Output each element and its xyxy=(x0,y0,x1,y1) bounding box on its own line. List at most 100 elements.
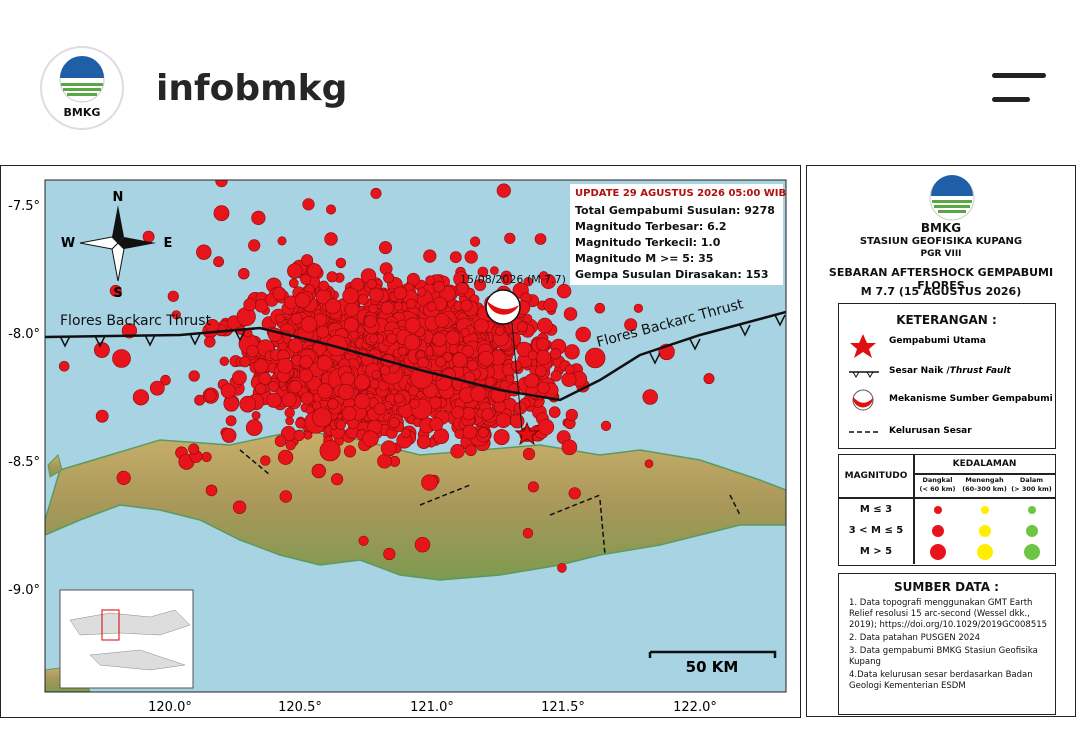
aftershock-dot xyxy=(343,445,357,458)
aftershock-dot xyxy=(516,321,528,333)
aftershock-dot xyxy=(362,430,379,447)
info-line: Gempa Susulan Dirasakan: 153 xyxy=(575,268,769,281)
aftershock-dot xyxy=(493,429,510,446)
aftershock-dot xyxy=(408,385,419,396)
info-line: Magnitudo Terbesar: 6.2 xyxy=(575,220,727,233)
aftershock-dot xyxy=(112,349,131,368)
aftershock-dot xyxy=(584,347,606,369)
lon-label: 121.5° xyxy=(541,700,585,715)
aftershock-dot xyxy=(58,361,70,372)
menu-button[interactable] xyxy=(990,73,1046,103)
aftershock-dot xyxy=(260,455,271,466)
aftershock-dot xyxy=(357,293,369,305)
info-line: Magnitudo Terkecil: 1.0 xyxy=(575,236,721,249)
aftershock-dot xyxy=(416,435,431,449)
station: STASIUN GEOFISIKA KUPANG xyxy=(859,236,1023,247)
profile-avatar[interactable]: BMKG xyxy=(40,46,124,130)
aftershock-dot xyxy=(481,408,494,421)
aftershock-dot xyxy=(535,349,552,365)
aftershock-dot xyxy=(239,395,256,413)
aftershock-dot xyxy=(94,342,110,358)
aftershock-dot xyxy=(243,298,257,312)
legend-mechanism: Mekanisme Sumber Gempabumi xyxy=(889,394,1053,404)
depth-symbol xyxy=(976,544,993,560)
aftershock-dot xyxy=(319,440,341,462)
scale-bar xyxy=(648,650,777,658)
aftershock-dot xyxy=(171,310,181,320)
legend-title: KETERANGAN : xyxy=(896,313,997,327)
aftershock-dot xyxy=(205,484,218,497)
aftershock-dot xyxy=(505,374,515,384)
source-item: 3. Data gempabumi BMKG Stasiun Geofisika… xyxy=(849,646,1038,667)
aftershock-dot xyxy=(294,292,311,309)
lineaments xyxy=(239,449,741,556)
aftershock-dot xyxy=(461,345,474,358)
aftershock-dot xyxy=(327,398,339,410)
logo: BMKG xyxy=(59,56,105,119)
aftershock-dot xyxy=(449,251,462,263)
aftershock-dot xyxy=(95,409,109,423)
aftershock-dot xyxy=(378,241,392,255)
aftershock-dot xyxy=(462,406,476,421)
aftershock-dot xyxy=(404,334,421,351)
aftershock-dot xyxy=(575,326,591,343)
aftershock-dot xyxy=(213,205,230,222)
aftershock-dot xyxy=(288,278,299,288)
depth-column: (60-300 km) xyxy=(962,485,1007,493)
aftershock-dot xyxy=(534,233,547,245)
aftershock-dot xyxy=(388,417,400,429)
aftershock-dot xyxy=(251,210,266,226)
magnitude-row: 3 < M ≤ 5 xyxy=(848,525,904,536)
aftershock-dot xyxy=(366,278,377,290)
aftershock-dot xyxy=(331,473,344,486)
aftershock-dot xyxy=(543,298,558,313)
compass: N S E W xyxy=(61,190,173,301)
aftershock-dot xyxy=(307,263,322,278)
main-quake xyxy=(514,421,540,446)
aftershock-dot xyxy=(223,396,240,412)
aftershock-dot xyxy=(316,355,333,372)
panel-title: SEBARAN AFTERSHOCK GEMPABUMI FLORES xyxy=(828,266,1054,292)
aftershock-dot xyxy=(251,411,261,420)
compass-w: W xyxy=(61,236,75,251)
aftershock-dot xyxy=(462,424,477,440)
aftershock-dot xyxy=(288,380,302,394)
lon-label: 120.0° xyxy=(148,700,192,715)
username[interactable]: infobmkg xyxy=(156,68,348,109)
aftershock-dot xyxy=(368,304,378,314)
aftershock-dot xyxy=(277,357,294,374)
aftershock-dot xyxy=(364,315,377,328)
info-update: UPDATE 29 AGUSTUS 2026 05:00 WIB xyxy=(575,188,786,199)
panel-subtitle: M 7.7 (15 AGUSTUS 2026) xyxy=(860,285,1022,298)
aftershock-dot xyxy=(470,385,487,402)
aftershock-dot xyxy=(398,346,408,356)
aftershock-dot xyxy=(495,412,512,428)
aftershock-dot xyxy=(467,359,479,371)
aftershock-dot xyxy=(325,204,336,215)
aftershock-dot xyxy=(167,290,179,302)
aftershock-dot xyxy=(451,352,468,368)
aftershock-dot xyxy=(563,307,578,321)
aftershock-dot xyxy=(295,418,306,429)
aftershock-dot xyxy=(451,406,465,420)
legend-main-quake: Gempabumi Utama xyxy=(889,336,986,346)
aftershock-layer xyxy=(58,180,715,573)
aftershock-dot xyxy=(600,420,612,432)
depth-symbol xyxy=(933,506,942,514)
aftershock-dot xyxy=(246,344,259,358)
info-line: Total Gempabumi Susulan: 9278 xyxy=(575,204,775,217)
aftershock-dot xyxy=(298,368,313,383)
aftershock-dot xyxy=(429,417,444,432)
aftershock-dot xyxy=(495,326,505,336)
aftershock-dot xyxy=(401,428,411,439)
aftershock-dot xyxy=(275,314,285,324)
depth-column: (> 300 km) xyxy=(1011,485,1052,493)
compass-n: N xyxy=(113,190,124,205)
aftershock-dot xyxy=(537,381,550,394)
aftershock-dot xyxy=(288,337,304,353)
aftershock-dot xyxy=(474,279,487,292)
aftershock-dot xyxy=(149,380,165,396)
beachball-fill xyxy=(487,301,519,315)
legend-symbols xyxy=(849,334,879,433)
aftershock-dot xyxy=(343,317,359,333)
